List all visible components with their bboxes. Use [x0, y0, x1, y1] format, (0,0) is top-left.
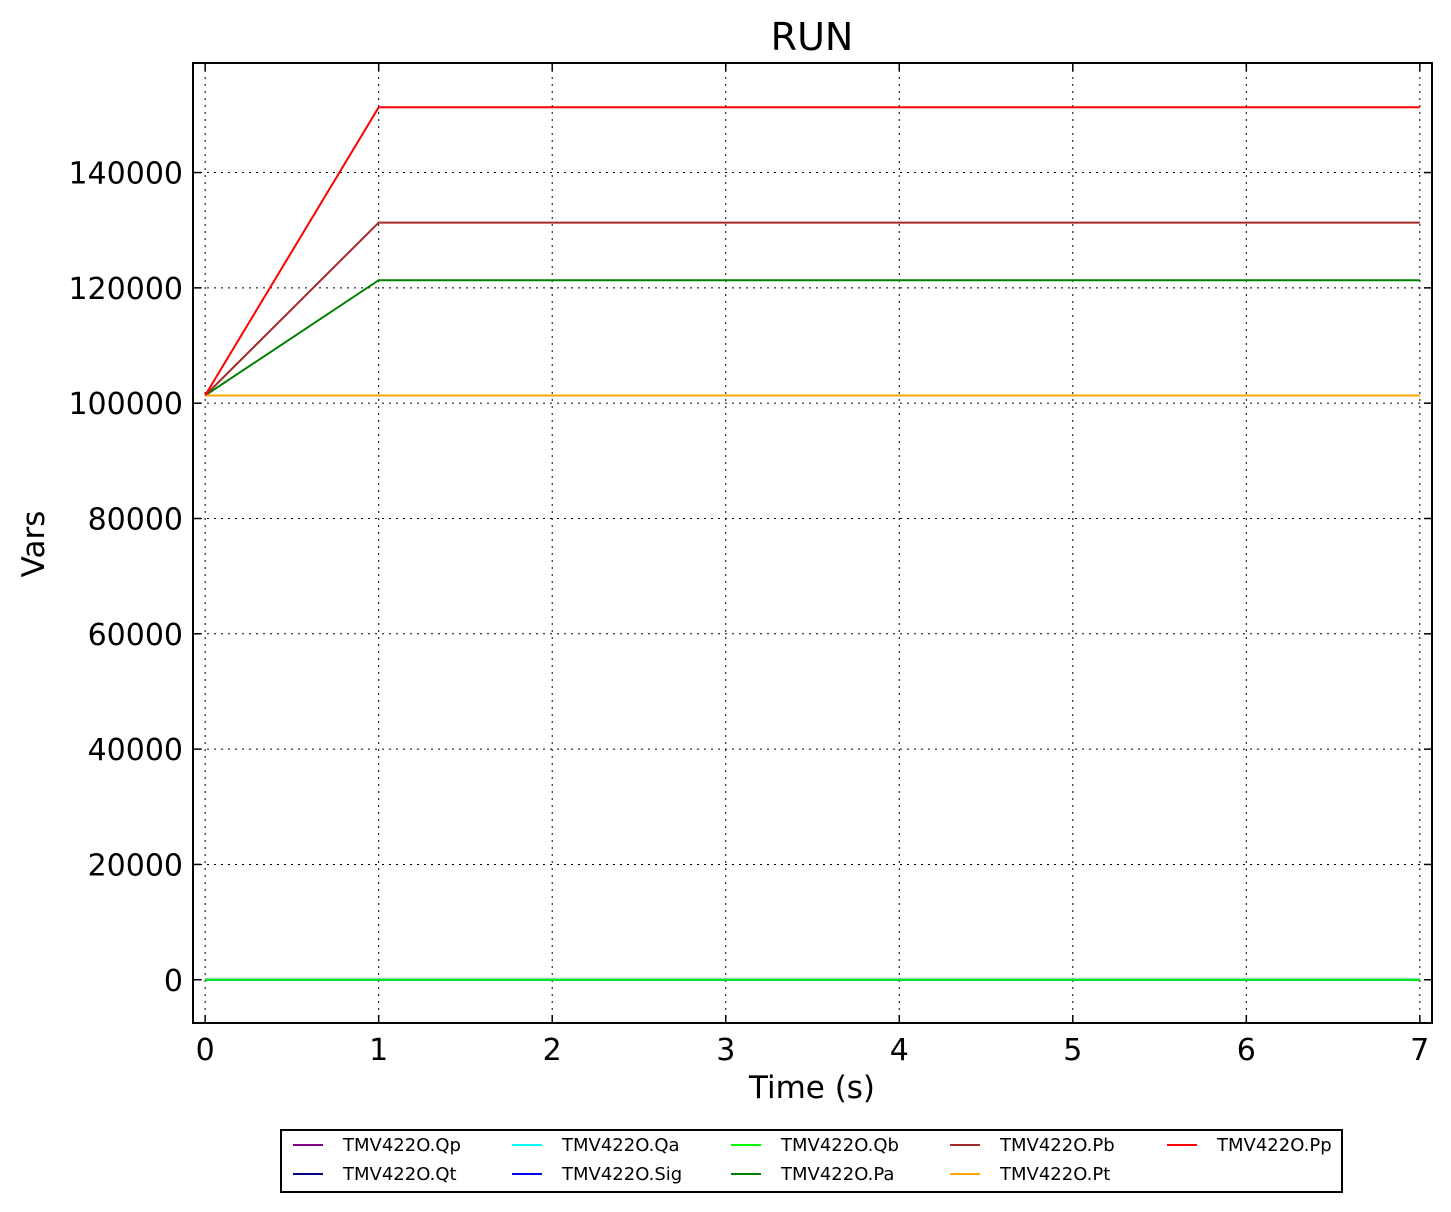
y-tick-label: 80000 [88, 502, 183, 537]
legend-label: TMV422O.Pt [999, 1164, 1110, 1185]
y-tick-label: 60000 [88, 618, 183, 653]
y-axis-label: Vars [16, 511, 52, 578]
grid [193, 63, 1432, 1023]
legend: TMV422O.Qp TMV422O.Qt TMV422O.Qa TMV422O.Si… [280, 1129, 1343, 1193]
legend-box [280, 1129, 1343, 1193]
x-tick-label: 1 [369, 1033, 388, 1068]
x-tick-label: 3 [716, 1033, 735, 1068]
y-tick-label: 0 [164, 964, 183, 999]
x-axis-label: Time (s) [748, 1070, 875, 1106]
legend-label: TMV422O.Sig [561, 1164, 682, 1185]
legend-label: TMV422O.Qb [780, 1135, 899, 1156]
y-tick-label: 120000 [68, 272, 183, 307]
series-line [204, 279, 1420, 397]
y-tick-label: 40000 [88, 733, 183, 768]
legend-label: TMV422O.Pb [999, 1135, 1115, 1156]
legend-label: TMV422O.Qa [561, 1135, 680, 1156]
legend-label: TMV422O.Qp [342, 1135, 461, 1156]
x-tick-label: 2 [543, 1033, 562, 1068]
chart-title: RUN [771, 15, 854, 59]
legend-label: TMV422O.Pp [1216, 1135, 1332, 1156]
x-tick-label: 0 [196, 1033, 215, 1068]
x-tick-label: 5 [1063, 1033, 1082, 1068]
plot-frame [192, 62, 1433, 1024]
x-tick-label: 6 [1237, 1033, 1256, 1068]
y-tick-label: 140000 [68, 157, 183, 192]
plot-series [204, 106, 1420, 981]
y-tick-label: 20000 [88, 848, 183, 883]
x-tick-label: 4 [890, 1033, 909, 1068]
series-line [204, 221, 1420, 397]
series-line [204, 106, 1420, 397]
y-tick-label: 100000 [68, 387, 183, 422]
x-tick-label: 7 [1410, 1033, 1429, 1068]
legend-label: TMV422O.Pa [780, 1164, 894, 1185]
legend-label: TMV422O.Qt [342, 1164, 457, 1185]
axis-ticks: 0 1 2 3 4 5 6 7 0 20000 40000 60000 80000 100000 12000… [68, 63, 1432, 1068]
